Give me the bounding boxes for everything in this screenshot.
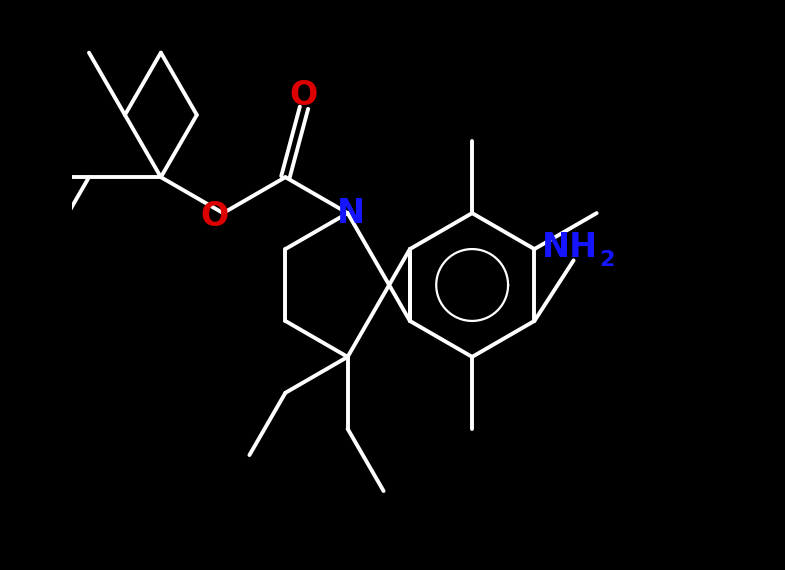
Text: N: N bbox=[337, 197, 365, 230]
Text: O: O bbox=[290, 79, 318, 112]
Text: 2: 2 bbox=[600, 250, 615, 270]
Text: O: O bbox=[200, 200, 228, 233]
Text: NH: NH bbox=[542, 231, 598, 264]
